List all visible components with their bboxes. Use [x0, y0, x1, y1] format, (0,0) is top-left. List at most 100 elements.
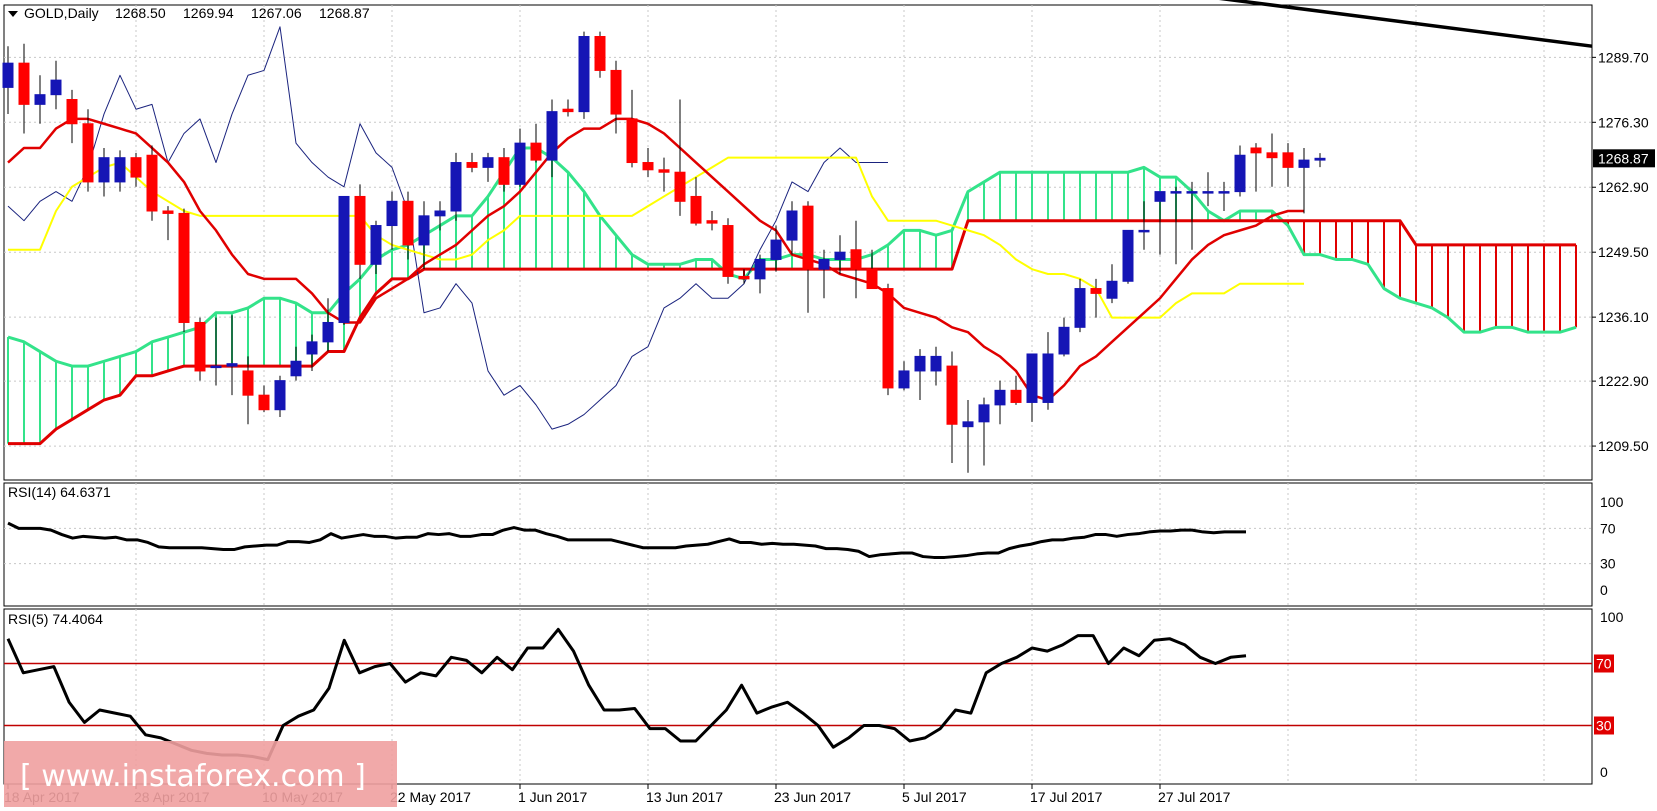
candle	[1170, 186, 1182, 265]
rsi5-tick-label: 70	[1596, 656, 1612, 672]
candle	[354, 184, 366, 279]
rsi14-line	[7, 521, 1246, 559]
candle-body	[914, 355, 926, 372]
candle-body	[1170, 191, 1182, 194]
candle	[210, 317, 222, 386]
candle	[1234, 145, 1246, 197]
candle	[98, 147, 110, 197]
price-tick-label: 1249.50	[1598, 244, 1649, 260]
candle-body	[1186, 191, 1198, 194]
candle-body	[994, 389, 1006, 406]
candle-body	[546, 111, 558, 161]
candle	[50, 60, 62, 110]
candle-body	[818, 258, 830, 270]
candle	[482, 152, 494, 182]
candle-body	[354, 195, 366, 265]
candle-body	[1282, 152, 1294, 168]
candle	[18, 43, 30, 134]
candle	[786, 201, 798, 255]
candle	[242, 356, 254, 425]
candle	[498, 147, 510, 192]
candle	[338, 195, 350, 325]
candle	[402, 191, 414, 260]
candle-body	[274, 380, 286, 411]
candle	[258, 385, 270, 413]
candle-body	[626, 118, 638, 164]
candle	[594, 31, 606, 78]
candle	[1154, 191, 1166, 255]
watermark-background	[4, 741, 397, 807]
candle-body	[882, 288, 894, 389]
price-tick-label: 1236.10	[1598, 309, 1649, 325]
candle	[1186, 181, 1198, 250]
candle-body	[610, 69, 622, 115]
candle	[898, 361, 910, 391]
rsi14-title: RSI(14) 64.6371	[8, 484, 111, 500]
candle	[850, 220, 862, 299]
price-tick-label: 1222.90	[1598, 373, 1649, 389]
candle	[1218, 181, 1230, 211]
ohlc-close: 1268.87	[319, 5, 370, 21]
date-tick-label: 27 Jul 2017	[1158, 789, 1231, 805]
candle-body	[1058, 326, 1070, 355]
candle	[1090, 278, 1102, 318]
candle-body	[514, 142, 526, 185]
date-tick-label: 1 Jun 2017	[518, 789, 587, 805]
candle	[1026, 353, 1038, 422]
candle	[1058, 317, 1070, 357]
candle-body	[18, 62, 30, 105]
current-price-badge	[1593, 149, 1655, 168]
candle	[34, 75, 46, 124]
candle	[770, 225, 782, 272]
rsi14-tick-label: 70	[1600, 520, 1616, 536]
candle	[146, 145, 158, 221]
candle	[754, 254, 766, 294]
ohlc-low: 1267.06	[251, 5, 302, 21]
candle-body	[1138, 229, 1150, 233]
candles	[2, 31, 1326, 473]
price-tick-label: 1276.30	[1598, 114, 1649, 130]
date-tick-label: 13 Jun 2017	[646, 789, 723, 805]
candle	[514, 128, 526, 187]
candle-body	[786, 210, 798, 241]
candle-body	[578, 36, 590, 113]
candle	[658, 157, 670, 192]
price-axis: 1289.70 1276.30 1262.90 1249.50 1236.10 1222.…	[1592, 49, 1655, 454]
candle-body	[34, 94, 46, 105]
candle-body	[1010, 389, 1022, 403]
collapse-triangle-icon[interactable]	[8, 11, 18, 17]
candle	[178, 208, 190, 333]
candle-body	[978, 404, 990, 423]
candle-body	[162, 210, 174, 214]
candle-body	[658, 169, 670, 173]
candle-body	[210, 365, 222, 369]
candle-body	[562, 108, 574, 113]
candle-body	[674, 171, 686, 202]
candle-body	[50, 79, 62, 96]
candle-body	[802, 205, 814, 270]
candle	[834, 235, 846, 275]
candle-body	[1154, 191, 1166, 202]
candle	[914, 349, 926, 401]
candle	[1266, 133, 1278, 187]
candle	[1250, 143, 1262, 192]
candle-body	[434, 210, 446, 217]
candle	[722, 218, 734, 284]
rsi5-level-badge	[1594, 716, 1614, 735]
candle	[82, 109, 94, 192]
candle-body	[962, 421, 974, 428]
candle	[930, 346, 942, 386]
candle	[562, 99, 574, 117]
candle-body	[1090, 288, 1102, 294]
ichimoku-lines	[7, 0, 1593, 430]
trendline	[1218, 0, 1593, 48]
date-tick-label: 5 Jul 2017	[902, 789, 967, 805]
price-tick-label: 1209.50	[1598, 438, 1649, 454]
price-tick-label: 1289.70	[1598, 49, 1649, 65]
candle-body	[722, 225, 734, 277]
candle	[306, 334, 318, 371]
rsi5-tick-label: 0	[1600, 764, 1608, 780]
candle	[1042, 332, 1054, 410]
candle-body	[1218, 191, 1230, 194]
candle	[274, 375, 286, 417]
